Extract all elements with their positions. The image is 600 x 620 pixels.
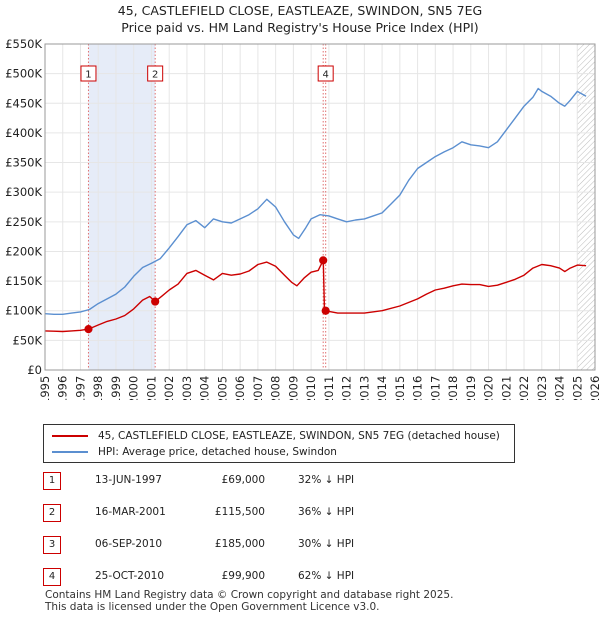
hpi-line xyxy=(44,87,587,315)
footer-licence: This data is licensed under the Open Gov… xyxy=(45,601,380,613)
y-tick-label: £300K xyxy=(5,185,42,199)
sale-box-label: 4 xyxy=(322,70,328,81)
x-tick-label: 2007 xyxy=(251,376,265,400)
sale-point-3 xyxy=(319,256,328,265)
x-tick-label: 2010 xyxy=(304,376,318,400)
x-tick-label: 2024 xyxy=(553,376,567,400)
x-tick-label: 2000 xyxy=(127,376,141,400)
x-tick-label: 2018 xyxy=(446,376,460,400)
sale-box xyxy=(147,65,164,82)
footer-copyright: Contains HM Land Registry data © Crown c… xyxy=(45,589,454,601)
plot-frame xyxy=(44,43,596,371)
legend-line-price xyxy=(52,435,88,437)
sale-number-badge: 2 xyxy=(43,504,61,522)
x-tick-label: 1996 xyxy=(56,376,70,400)
legend-label-price: 45, CASTLEFIELD CLOSE, EASTLEAZE, SWINDO… xyxy=(98,430,500,442)
sale-date: 16-MAR-2001 xyxy=(95,506,166,518)
sale-number-badge: 1 xyxy=(43,472,61,490)
sale-date: 25-OCT-2010 xyxy=(95,570,164,582)
sale-price: £99,900 xyxy=(221,570,265,582)
x-tick-label: 2017 xyxy=(428,376,442,400)
sale-price: £69,000 xyxy=(221,474,265,486)
x-tick-label: 1998 xyxy=(91,376,105,400)
sale-number-badge: 4 xyxy=(43,568,61,586)
x-tick-label: 1997 xyxy=(73,376,87,400)
sale-box xyxy=(80,65,97,82)
sale-row: 2 16-MAR-2001 £115,500 36% ↓ HPI xyxy=(43,504,373,522)
y-tick-label: £400K xyxy=(5,126,42,140)
y-tick-label: £550K xyxy=(5,37,42,51)
x-tick-label: 2006 xyxy=(233,376,247,400)
sale-hpi-diff: 62% ↓ HPI xyxy=(298,570,355,582)
y-tick-label: £500K xyxy=(5,67,42,81)
forecast-hatch xyxy=(577,44,595,370)
sale-row: 3 06-SEP-2010 £185,000 30% ↓ HPI xyxy=(43,536,373,554)
legend-label-hpi: HPI: Average price, detached house, Swin… xyxy=(98,446,337,458)
price-chart: 1 2 4 £0 £50K £100K £150K £200K £250K £300K £350K… xyxy=(5,37,600,400)
x-tick-label: 2009 xyxy=(286,376,300,400)
y-tick-label: £50K xyxy=(13,333,43,347)
chart-subtitle: Price paid vs. HM Land Registry's House … xyxy=(121,20,479,35)
sale-number-badge: 3 xyxy=(43,536,61,554)
y-tick-label: £0 xyxy=(27,363,42,377)
legend: 45, CASTLEFIELD CLOSE, EASTLEAZE, SWINDO… xyxy=(43,424,515,463)
y-tick-label: £250K xyxy=(5,215,42,229)
sale-hpi-diff: 36% ↓ HPI xyxy=(298,506,355,518)
sale-row: 1 13-JUN-1997 £69,000 32% ↓ HPI xyxy=(43,472,373,490)
x-tick-label: 1999 xyxy=(109,376,123,400)
y-tick-label: £350K xyxy=(5,156,42,170)
sale-date: 13-JUN-1997 xyxy=(95,474,162,486)
sale-point-4 xyxy=(321,306,330,315)
x-tick-label: 2015 xyxy=(393,376,407,400)
legend-line-hpi xyxy=(52,451,88,453)
sale-point-2 xyxy=(151,297,160,306)
x-tick-label: 2021 xyxy=(499,376,513,400)
x-tick-label: 2003 xyxy=(180,376,194,400)
sale-hpi-diff: 30% ↓ HPI xyxy=(298,538,355,550)
x-tick-label: 2019 xyxy=(464,376,478,400)
sale-row: 4 25-OCT-2010 £99,900 62% ↓ HPI xyxy=(43,568,373,586)
x-tick-label: 2014 xyxy=(375,376,389,400)
x-tick-label: 2013 xyxy=(357,376,371,400)
x-tick-label: 2008 xyxy=(269,376,283,400)
x-tick-label: 2016 xyxy=(411,376,425,400)
sale-price: £115,500 xyxy=(214,506,265,518)
x-tick-label: 2005 xyxy=(215,376,229,400)
x-tick-label: 2001 xyxy=(144,376,158,400)
x-tick-label: 2011 xyxy=(322,376,336,400)
legend-item-price: 45, CASTLEFIELD CLOSE, EASTLEAZE, SWINDO… xyxy=(52,428,500,444)
sale-box xyxy=(317,65,334,82)
y-tick-label: £200K xyxy=(5,244,42,258)
owned-period-shade xyxy=(88,44,156,370)
price-paid-line xyxy=(44,259,587,333)
x-tick-label: 2025 xyxy=(570,376,584,400)
x-tick-label: 1995 xyxy=(38,376,52,400)
x-tick-label: 2026 xyxy=(588,376,600,400)
sale-date: 06-SEP-2010 xyxy=(95,538,163,550)
footer: Contains HM Land Registry data © Crown c… xyxy=(45,589,453,613)
legend-item-hpi: HPI: Average price, detached house, Swin… xyxy=(52,444,337,460)
chart-title: 45, CASTLEFIELD CLOSE, EASTLEAZE, SWINDO… xyxy=(117,3,483,18)
x-tick-label: 2023 xyxy=(535,376,549,400)
x-tick-label: 2004 xyxy=(198,376,212,400)
y-tick-label: £150K xyxy=(5,274,42,288)
sale-point-1 xyxy=(84,325,93,334)
sale-box-label: 2 xyxy=(152,70,158,81)
x-tick-label: 2022 xyxy=(517,376,531,400)
y-tick-label: £100K xyxy=(5,304,42,318)
x-tick-label: 2020 xyxy=(482,376,496,400)
x-tick-label: 2012 xyxy=(340,376,354,400)
sale-hpi-diff: 32% ↓ HPI xyxy=(298,474,355,486)
sale-box-label: 1 xyxy=(85,70,91,81)
x-tick-label: 2002 xyxy=(162,376,176,400)
y-tick-label: £450K xyxy=(5,96,42,110)
sale-price: £185,000 xyxy=(214,538,265,550)
